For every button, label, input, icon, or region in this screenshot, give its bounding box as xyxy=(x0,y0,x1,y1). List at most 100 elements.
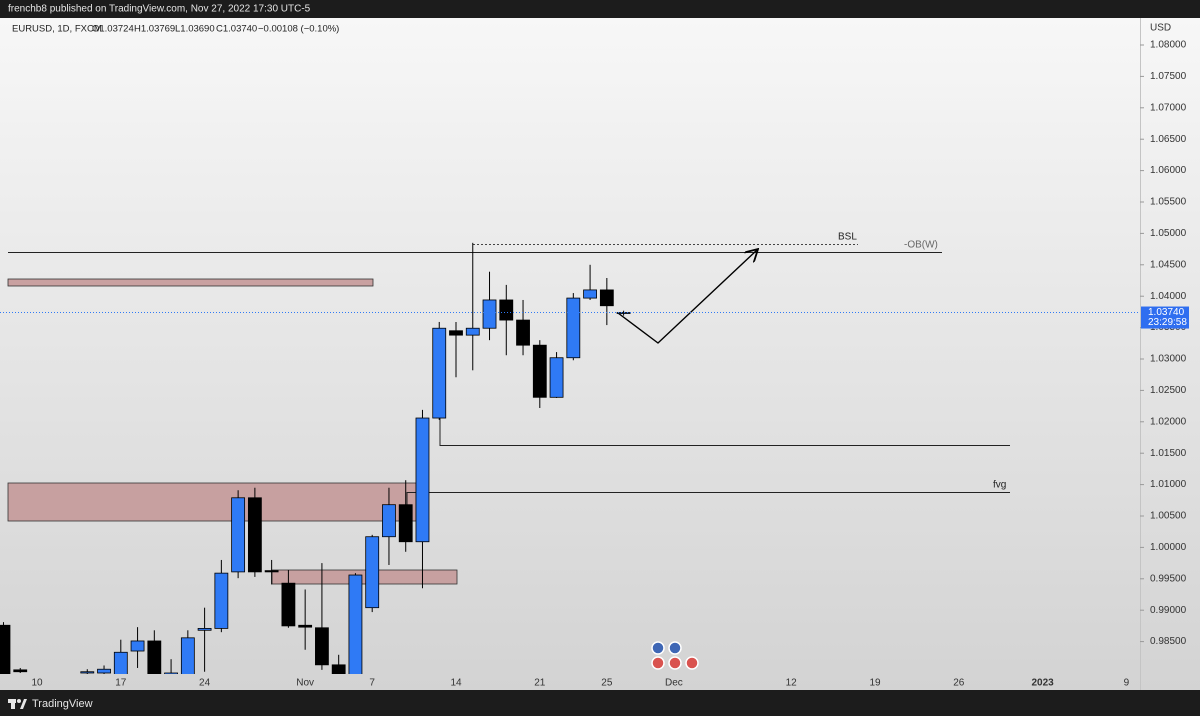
x-tick-label: 25 xyxy=(601,678,613,689)
candle-body xyxy=(0,624,11,674)
candle-body xyxy=(348,574,363,674)
y-tick-label: 1.04000 xyxy=(1150,291,1187,302)
y-tick-label: 0.99500 xyxy=(1150,573,1187,584)
event-icons xyxy=(651,641,699,670)
x-tick-label: Nov xyxy=(296,678,314,689)
y-tick-label: 1.01500 xyxy=(1150,448,1187,459)
candle-body xyxy=(599,289,614,307)
bottom-bar xyxy=(0,690,1200,716)
candles xyxy=(0,242,631,674)
annotation: -OB(W) xyxy=(904,240,938,251)
candle-body xyxy=(113,651,128,674)
candle-body xyxy=(13,669,28,673)
ohlc-value: O1.03724 xyxy=(92,24,134,35)
legend: EURUSD, 1D, FXCM O1.03724 H1.03769 L1.03… xyxy=(12,24,339,35)
y-tick-label: 0.98500 xyxy=(1150,636,1187,647)
x-tick-label: 12 xyxy=(786,678,798,689)
x-tick-label: 17 xyxy=(115,678,127,689)
drawings xyxy=(7,244,1010,585)
x-tick-label: 9 xyxy=(1124,678,1130,689)
y-tick-label: 1.01000 xyxy=(1150,479,1187,490)
top-bar xyxy=(0,0,1200,18)
candle-body xyxy=(97,668,111,674)
candle-body xyxy=(432,327,447,419)
candle-body xyxy=(231,497,246,573)
y-tick-label: 1.04500 xyxy=(1150,259,1187,270)
y-tick-label: 1.02500 xyxy=(1150,385,1187,396)
fvg-line xyxy=(406,492,1010,505)
x-tick-label: 21 xyxy=(534,678,546,689)
zone-box xyxy=(7,482,417,522)
event-icon xyxy=(685,656,699,670)
y-tick-label: 0.99000 xyxy=(1150,605,1187,616)
candle-body xyxy=(482,299,497,329)
candle-body xyxy=(180,637,195,674)
y-tick-label: 1.05500 xyxy=(1150,197,1187,208)
candle-body xyxy=(247,497,262,573)
y-tick-label: 1.02000 xyxy=(1150,416,1187,427)
candle-body xyxy=(147,640,162,674)
chart-background xyxy=(0,18,1200,690)
event-icon xyxy=(668,656,682,670)
x-tick-label: 26 xyxy=(953,678,965,689)
event-icon xyxy=(651,656,665,670)
candle-body xyxy=(264,570,279,573)
y-tick-label: 1.08000 xyxy=(1150,40,1187,51)
last-price-box xyxy=(1141,306,1189,329)
candle-body xyxy=(214,572,229,629)
candle-body xyxy=(616,312,631,314)
candle-body xyxy=(281,582,296,627)
publisher-info: frenchb8 published on TradingView.com, N… xyxy=(8,4,311,15)
candle-body xyxy=(80,671,95,674)
x-tick-label: 24 xyxy=(199,678,211,689)
candle-body xyxy=(365,536,380,609)
candle-body xyxy=(532,344,547,398)
currency-label: USD xyxy=(1150,23,1171,34)
y-tick-label: 1.05000 xyxy=(1150,228,1187,239)
candle-body xyxy=(382,504,396,538)
candle-body xyxy=(566,297,581,359)
candle-body xyxy=(398,504,413,543)
candle-body xyxy=(549,357,564,398)
y-tick-label: 1.03000 xyxy=(1150,354,1187,365)
y-tick-label: 1.00500 xyxy=(1150,511,1187,522)
ohlc-change: −0.00108 (−0.10%) xyxy=(258,24,339,35)
event-icon xyxy=(668,641,682,655)
x-tick-label: 19 xyxy=(869,678,881,689)
annotation: BSL xyxy=(838,232,857,243)
x-tick-label: 2023 xyxy=(1031,678,1054,689)
candle-body xyxy=(331,664,346,674)
candle-body xyxy=(315,627,329,666)
zone-box xyxy=(7,278,374,287)
candle-body xyxy=(130,640,145,652)
annotation: fvg xyxy=(993,480,1006,491)
candle-body xyxy=(415,417,430,543)
level-line xyxy=(439,418,1010,446)
countdown: 23:29:58 xyxy=(1148,317,1187,328)
candle-body xyxy=(164,672,178,674)
projection-arrow xyxy=(617,250,757,344)
x-tick-label: 7 xyxy=(369,678,375,689)
candle-body xyxy=(499,299,514,321)
zone-box xyxy=(271,569,458,585)
candle-body xyxy=(197,628,212,631)
candle-body xyxy=(465,327,480,336)
candle-body xyxy=(449,330,463,336)
ohlc-value: H1.03769 xyxy=(134,24,175,35)
ohlc-value: L1.03690 xyxy=(175,24,215,35)
y-tick-label: 1.07000 xyxy=(1150,102,1187,113)
last-price-label: 1.03740 xyxy=(1148,307,1185,318)
x-tick-label: Dec xyxy=(665,678,683,689)
event-icon xyxy=(651,641,665,655)
candle-body xyxy=(583,289,597,299)
y-tick-label: 1.06500 xyxy=(1150,134,1187,145)
y-tick-label: 1.00000 xyxy=(1150,542,1187,553)
brand-name: TradingView xyxy=(32,698,93,710)
candle-body xyxy=(516,319,530,346)
ohlc-value: C1.03740 xyxy=(216,24,257,35)
x-tick-label: 10 xyxy=(31,678,43,689)
x-tick-label: 14 xyxy=(450,678,462,689)
y-tick-label: 1.06000 xyxy=(1150,165,1187,176)
candle-body xyxy=(298,624,313,628)
